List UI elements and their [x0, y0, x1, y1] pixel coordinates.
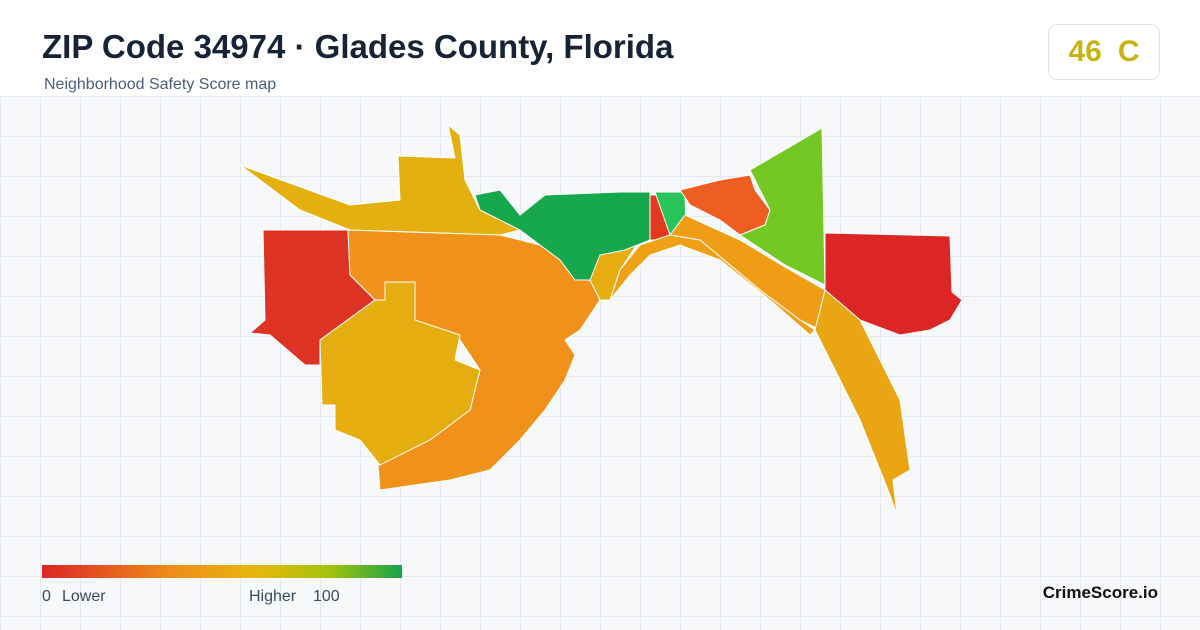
title: ZIP Code 34974 · Glades County, Florida: [42, 28, 674, 65]
region: [814, 289, 911, 516]
legend-max: 100: [313, 588, 340, 605]
header: [0, 0, 1200, 96]
legend-bar: [42, 565, 402, 578]
region: [239, 123, 522, 236]
legend-min: 0: [42, 588, 51, 605]
score-badge: 46 C: [1048, 24, 1160, 80]
legend-min-label: Lower: [62, 588, 106, 605]
score-grade: C: [1117, 35, 1140, 68]
region: [609, 234, 816, 336]
legend-max-label: Higher: [249, 588, 297, 605]
region: [738, 127, 826, 286]
region: [319, 281, 481, 466]
region: [474, 189, 651, 281]
score-value: 46: [1068, 35, 1102, 68]
subtitle: Neighborhood Safety Score map: [44, 76, 277, 93]
brand: CrimeScore.io: [1042, 583, 1158, 602]
